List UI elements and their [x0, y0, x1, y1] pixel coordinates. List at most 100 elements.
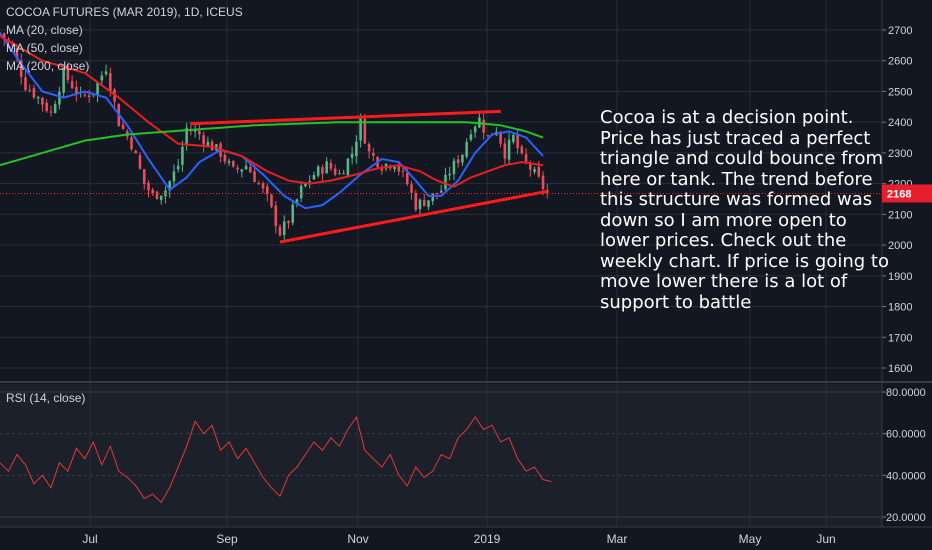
candle: [181, 140, 184, 172]
x-tick-label: May: [739, 532, 762, 546]
candle: [282, 215, 286, 241]
candle-body: [62, 67, 65, 93]
candle-body: [435, 192, 439, 194]
x-tick-label: Jun: [816, 532, 835, 546]
candle-body: [240, 169, 244, 172]
candle: [134, 149, 138, 154]
candle-body: [380, 168, 384, 171]
candle-body: [236, 167, 239, 170]
candle: [486, 134, 490, 138]
candle-body: [58, 91, 61, 105]
candle: [130, 135, 133, 152]
candle: [456, 154, 460, 168]
y-tick-label: 2500: [888, 86, 912, 98]
candle: [363, 114, 367, 144]
candle: [359, 113, 362, 148]
candle-body: [278, 226, 282, 236]
y-tick-label: 1600: [888, 363, 912, 375]
candle-body: [41, 97, 44, 105]
candle-body: [507, 139, 511, 160]
candle-body: [529, 162, 532, 170]
y-tick-label: 1700: [888, 332, 912, 344]
candle-body: [96, 82, 99, 95]
candle: [172, 164, 176, 187]
candle-body: [198, 130, 201, 135]
candle-body: [461, 154, 464, 163]
candle: [338, 169, 341, 175]
rsi-tick-label: 80.0000: [886, 387, 926, 399]
candle: [473, 125, 477, 138]
candle: [546, 183, 549, 199]
candle-body: [172, 171, 176, 182]
candle: [223, 150, 227, 165]
candle: [312, 171, 316, 181]
candle-body: [431, 193, 434, 202]
candle-body: [104, 71, 108, 75]
candle: [45, 99, 48, 113]
candle-body: [299, 185, 303, 199]
candle: [287, 220, 290, 229]
candle: [321, 164, 324, 182]
candle: [325, 157, 328, 174]
candle: [49, 105, 53, 117]
candle: [427, 200, 430, 211]
candle: [236, 164, 239, 174]
candle: [257, 180, 261, 185]
candle: [452, 157, 456, 181]
candle: [372, 147, 375, 162]
candle-body: [473, 126, 477, 133]
trendline-upper: [190, 109, 501, 126]
candle-body: [291, 204, 294, 223]
candle: [342, 169, 345, 175]
candle-body: [223, 154, 227, 162]
candle: [24, 69, 27, 92]
candle-body: [32, 88, 36, 98]
candle-body: [355, 141, 358, 157]
candle: [308, 175, 311, 189]
candle: [346, 157, 350, 178]
candle-body: [367, 144, 371, 152]
candle-body: [541, 175, 545, 189]
candle: [240, 168, 244, 178]
candle: [410, 180, 413, 200]
candle-body: [295, 199, 299, 205]
candle-body: [109, 73, 112, 92]
candle-body: [499, 131, 502, 144]
candle-body: [66, 65, 70, 80]
candle-body: [397, 165, 401, 172]
candle-body: [520, 146, 524, 154]
x-tick-label: Mar: [607, 532, 628, 546]
candle-body: [524, 154, 528, 162]
candle-body: [350, 153, 354, 158]
rsi-tick-label: 60.0000: [886, 429, 926, 441]
candle-body: [308, 181, 311, 183]
candle: [524, 148, 528, 165]
candle-body: [503, 143, 507, 159]
candle-body: [346, 158, 350, 176]
rsi-tick-label: 40.0000: [886, 470, 926, 482]
candle-body: [121, 124, 125, 129]
ma200-legend: MA (200, close): [6, 59, 90, 73]
candle: [316, 164, 320, 178]
candle-body: [202, 135, 205, 145]
candle-body: [87, 95, 91, 98]
candle: [41, 97, 44, 112]
ma50-line: [0, 35, 544, 188]
candle-body: [321, 167, 324, 174]
candle-body: [193, 130, 197, 132]
candle: [533, 166, 536, 175]
y-tick-label: 2400: [888, 117, 912, 129]
candle-body: [134, 150, 138, 154]
candle-body: [70, 81, 74, 89]
candle: [291, 202, 294, 226]
rsi-line: [0, 415, 552, 504]
y-tick-label: 2100: [888, 209, 912, 221]
candle: [270, 193, 273, 209]
y-tick-label: 2700: [888, 25, 912, 37]
y-tick-label: 1900: [888, 271, 912, 283]
analysis-note: Cocoa is at a decision point. Price has …: [600, 107, 889, 313]
candle-body: [316, 166, 320, 176]
candle-body: [363, 118, 367, 144]
candle-body: [372, 152, 375, 156]
